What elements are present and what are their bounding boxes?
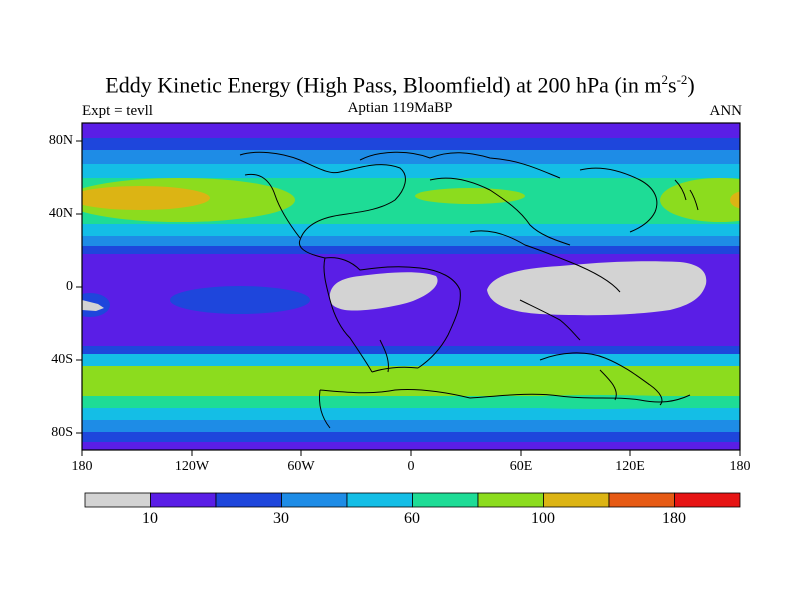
jet-east-green	[660, 178, 740, 222]
colorbar-swatch-8	[608, 492, 675, 508]
jet-east-orange	[730, 191, 740, 209]
band-polar-n	[82, 123, 740, 138]
jet-atlantic-green	[415, 188, 525, 204]
southern-cyan-south	[490, 395, 710, 409]
tropical-blue-pacific	[170, 286, 310, 314]
y-tick-0: 0	[66, 279, 73, 294]
colorbar-swatch-5	[412, 492, 479, 508]
colorbar-swatch-0	[84, 492, 151, 508]
colorbar-swatch-6	[477, 492, 544, 508]
band-s5	[82, 408, 740, 420]
colorbar-swatch-3	[281, 492, 348, 508]
low-eke-zone-dateline	[82, 300, 104, 311]
colorbar-swatch-7	[543, 492, 610, 508]
band-s7	[82, 432, 740, 442]
season-label: ANN	[709, 103, 743, 119]
band-n7	[82, 246, 740, 254]
x-tick-120w: 120W	[174, 459, 210, 474]
y-tick-80s: 80S	[51, 425, 73, 440]
band-n2	[82, 150, 740, 164]
x-tick-0: 0	[407, 459, 415, 474]
band-s6	[82, 420, 740, 432]
southern-green-west	[82, 370, 230, 394]
coastlines	[239, 151, 699, 429]
colorbar-swatch-4	[346, 492, 413, 508]
band-n1	[82, 138, 740, 150]
colorbar-swatch-2	[215, 492, 282, 508]
x-tick-60w: 60W	[287, 459, 315, 474]
colorbar-swatch-9	[674, 492, 741, 508]
colorbar-label-60: 60	[404, 510, 420, 527]
colorbar-label-180: 180	[662, 510, 686, 527]
colorbar-label-10: 10	[142, 510, 158, 527]
colorbar-label-100: 100	[531, 510, 555, 527]
x-tick-180w: 180	[71, 459, 93, 474]
x-tick-60e: 60E	[509, 459, 533, 474]
band-n6	[82, 236, 740, 246]
band-s1	[82, 346, 740, 354]
jet-pacific-orange	[82, 186, 210, 210]
experiment-label: Expt = tevll	[82, 103, 153, 119]
low-eke-zone-east	[487, 261, 707, 316]
band-s2	[82, 354, 740, 366]
y-tick-40s: 40S	[51, 352, 73, 367]
x-tick-120e: 120E	[615, 459, 645, 474]
band-n5	[82, 224, 740, 236]
x-tick-180e: 180	[729, 459, 751, 474]
y-tick-40n: 40N	[48, 206, 73, 221]
colorbar	[84, 492, 741, 508]
y-tick-80n: 80N	[48, 133, 73, 148]
period-label: Aptian 119MaBP	[347, 100, 453, 116]
colorbar-swatch-1	[150, 492, 217, 508]
eke-field	[82, 123, 740, 450]
low-eke-zone-west	[329, 272, 438, 311]
band-polar-s	[82, 442, 740, 450]
colorbar-label-30: 30	[273, 510, 289, 527]
band-n3	[82, 164, 740, 178]
tick-marks	[76, 140, 741, 456]
plot-title: Eddy Kinetic Energy (High Pass, Bloomfie…	[105, 72, 695, 98]
